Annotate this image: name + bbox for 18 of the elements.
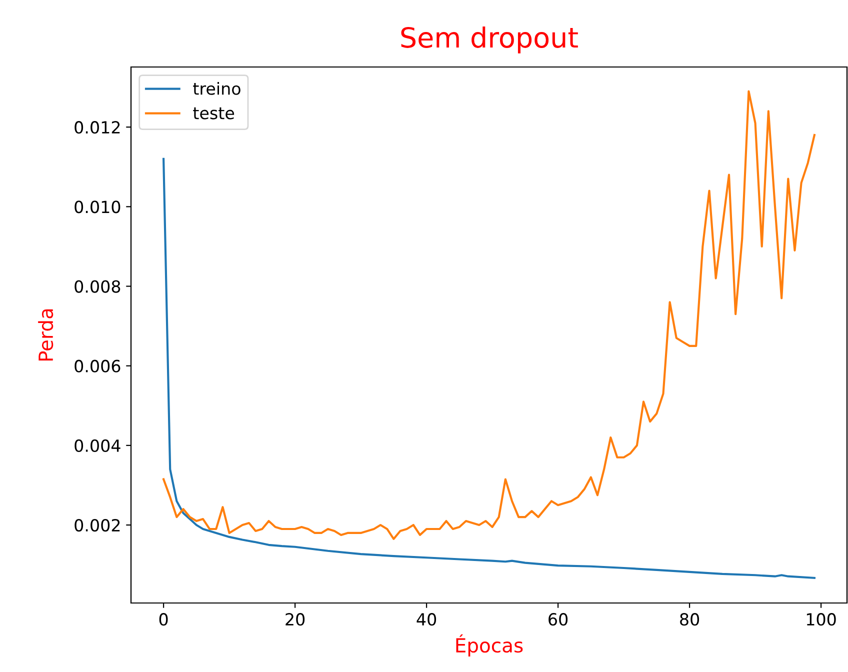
x-tick-label: 40 — [416, 613, 436, 626]
y-tick-label: 0.010 — [74, 200, 120, 214]
y-tick-label: 0.002 — [74, 518, 120, 532]
line-series — [162, 158, 816, 579]
y-tick-label: 0.008 — [74, 280, 120, 293]
legend-label: treino — [193, 82, 240, 95]
y-axis-title: Perda — [38, 309, 54, 361]
y-tick-label: 0.004 — [74, 439, 120, 452]
x-tick-label: 100 — [806, 613, 836, 626]
x-tick-label: 20 — [286, 613, 305, 626]
x-tick-label: 80 — [680, 613, 700, 626]
x-tick-label: 60 — [548, 613, 568, 626]
chart-title: Sem dropout — [401, 26, 578, 54]
legend-label: teste — [193, 107, 234, 120]
y-tick-label: 0.012 — [74, 121, 120, 134]
x-tick-label: 0 — [159, 613, 168, 626]
x-axis-title: Épocas — [456, 634, 523, 656]
y-tick-label: 0.006 — [74, 360, 120, 372]
